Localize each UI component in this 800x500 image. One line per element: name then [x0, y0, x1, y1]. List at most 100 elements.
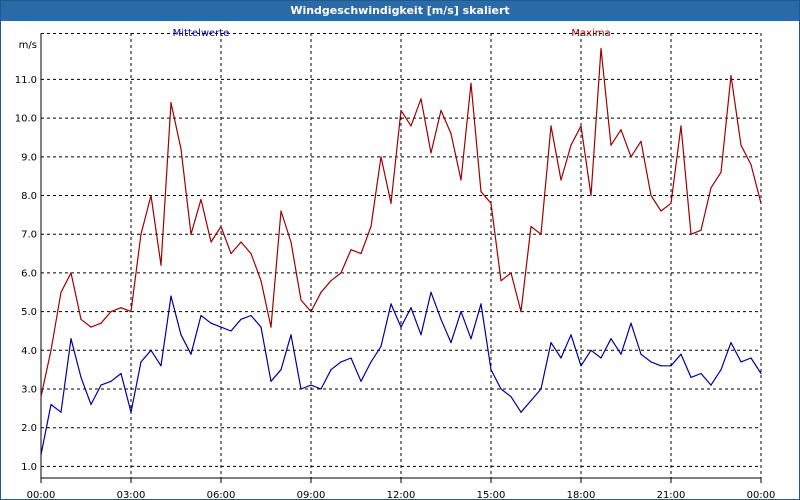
data-point [640, 353, 642, 355]
y-tick-label: 8.0 [21, 191, 37, 202]
data-point [760, 372, 762, 375]
data-point [120, 307, 122, 309]
data-point [680, 125, 682, 127]
data-point [420, 334, 422, 336]
data-point [370, 225, 372, 228]
data-point [430, 291, 432, 293]
y-tick-label: 4.0 [21, 346, 37, 357]
data-point [660, 365, 662, 367]
data-point [540, 388, 542, 390]
data-point [660, 210, 662, 212]
data-point [100, 322, 102, 324]
data-point [350, 357, 352, 359]
data-point [140, 361, 142, 363]
data-point [340, 361, 342, 363]
y-tick-label: 7.0 [21, 230, 37, 241]
data-point [520, 311, 522, 313]
data-point [730, 74, 732, 77]
data-point [420, 98, 422, 100]
y-tick-label: 1.0 [21, 462, 37, 473]
window-title: Windgeschwindigkeit [m/s] skaliert [1, 1, 799, 21]
data-point [510, 396, 512, 398]
data-point [570, 144, 572, 146]
data-point [520, 411, 522, 413]
x-tick-label-time: 09:00 [297, 490, 326, 499]
data-point [750, 357, 752, 359]
data-point [180, 334, 182, 336]
x-tick-label-time: 21:00 [657, 490, 686, 499]
x-tick-label-time: 03:00 [117, 490, 146, 499]
data-point [690, 233, 692, 235]
data-point [80, 376, 82, 378]
data-point [210, 322, 212, 324]
data-point [240, 318, 242, 320]
data-point [100, 384, 102, 386]
data-point [90, 326, 92, 328]
data-point [700, 229, 702, 231]
data-point [500, 388, 502, 390]
data-point [480, 303, 482, 305]
data-point [200, 314, 202, 317]
data-point [440, 109, 442, 111]
data-point [600, 357, 602, 359]
data-point [40, 396, 42, 398]
data-point [480, 191, 482, 193]
data-point [280, 369, 282, 371]
data-point [260, 326, 262, 328]
data-point [530, 225, 532, 228]
data-point [380, 345, 382, 348]
data-point [610, 144, 612, 146]
data-point [390, 202, 392, 204]
data-point [110, 311, 112, 313]
y-axis-unit-label: m/s [19, 40, 37, 51]
data-point [410, 125, 412, 127]
data-point [250, 252, 252, 255]
data-point [610, 338, 612, 340]
data-point [440, 318, 442, 320]
x-tick-label-time: 00:00 [27, 490, 56, 499]
data-point [630, 156, 632, 158]
data-point [560, 357, 562, 359]
y-tick-label: 9.0 [21, 152, 37, 163]
data-point [710, 187, 712, 189]
data-point [130, 411, 132, 413]
series-label-mittelwerte: Mittelwerte [173, 28, 230, 39]
data-point [80, 318, 82, 320]
data-point [670, 202, 672, 204]
data-point [290, 241, 292, 243]
y-tick-label: 10.0 [15, 114, 37, 125]
data-point [630, 322, 632, 324]
data-point [620, 353, 622, 355]
data-point [540, 233, 542, 235]
data-point [740, 144, 742, 146]
data-point [330, 280, 332, 282]
data-point [400, 109, 402, 111]
data-point [500, 280, 502, 282]
data-point [190, 353, 192, 355]
data-point [60, 411, 62, 413]
data-point [640, 140, 642, 142]
data-point [430, 152, 432, 154]
data-point [70, 338, 72, 340]
data-point [160, 264, 162, 266]
data-point [490, 369, 492, 371]
data-point [650, 361, 652, 363]
data-point [690, 376, 692, 378]
data-point [580, 125, 582, 127]
x-tick-label-time: 15:00 [477, 490, 506, 499]
grid [40, 33, 762, 478]
data-point [170, 102, 172, 104]
y-tick-label: 2.0 [21, 423, 37, 434]
data-point [310, 384, 312, 386]
data-point [120, 372, 122, 375]
data-point [590, 349, 592, 351]
data-point [360, 252, 362, 255]
data-point [350, 249, 352, 251]
data-point [230, 330, 232, 332]
data-point [290, 334, 292, 336]
data-point [220, 326, 222, 328]
data-point [300, 388, 302, 390]
data-point [270, 380, 272, 382]
series-lines [40, 47, 762, 456]
